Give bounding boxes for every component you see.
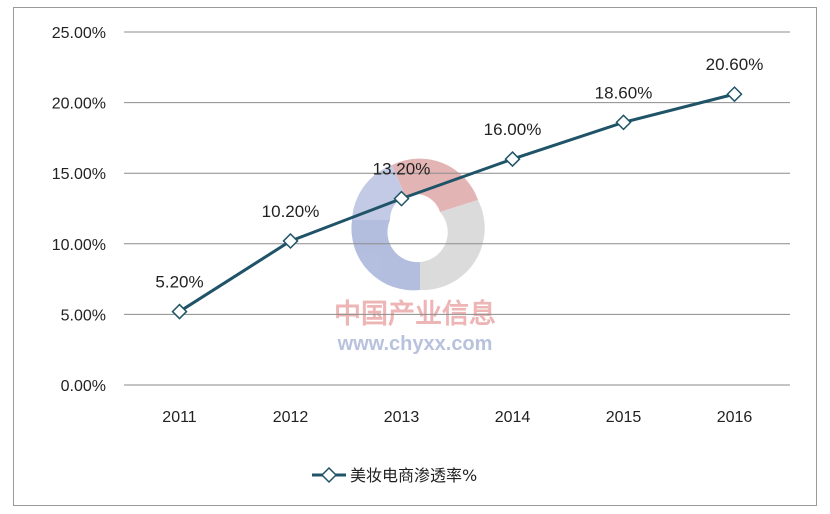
data-label: 20.60% (706, 55, 764, 74)
data-point (171, 303, 188, 320)
legend-label: 美妆电商渗透率% (350, 466, 477, 485)
data-point (504, 151, 521, 168)
data-point (282, 232, 299, 250)
y-tick-label: 10.00% (52, 237, 106, 254)
x-tick-label: 2013 (384, 409, 420, 426)
x-tick-label: 2016 (717, 409, 753, 426)
data-labels: 5.20% 10.20% 13.20% 16.00% 18.60% 20.60% (155, 55, 763, 291)
data-label: 13.20% (373, 160, 431, 179)
data-point (615, 114, 632, 131)
chart-frame (13, 7, 817, 506)
data-label: 16.00% (484, 120, 542, 139)
x-tick-label: 2011 (162, 409, 197, 426)
y-tick-label: 5.00% (61, 307, 106, 324)
x-axis-ticks: 2011 2012 2013 2014 2015 2016 (162, 409, 752, 426)
legend: 美妆电商渗透率% (312, 466, 477, 485)
y-tick-label: 0.00% (61, 378, 106, 395)
data-label: 10.20% (262, 202, 320, 221)
data-label: 18.60% (595, 83, 653, 102)
watermark: 中国产业信息 www.chyxx.com (334, 158, 496, 355)
series-line-path (178, 92, 735, 313)
y-axis-ticks: 0.00% 5.00% 10.00% 15.00% 20.00% 25.00% (52, 25, 106, 395)
gridlines (124, 31, 790, 386)
series-line (178, 92, 735, 313)
y-tick-label: 25.00% (52, 25, 106, 42)
x-tick-label: 2015 (606, 409, 642, 426)
x-tick-label: 2014 (495, 409, 531, 426)
y-tick-label: 15.00% (52, 166, 106, 183)
series-markers (171, 86, 743, 320)
y-tick-label: 20.00% (52, 96, 106, 113)
data-point (393, 190, 410, 207)
data-label: 5.20% (155, 273, 203, 292)
legend-diamond-icon (320, 466, 338, 484)
data-point (726, 86, 743, 103)
x-tick-label: 2012 (273, 409, 309, 426)
watermark-url: www.chyxx.com (337, 333, 493, 355)
